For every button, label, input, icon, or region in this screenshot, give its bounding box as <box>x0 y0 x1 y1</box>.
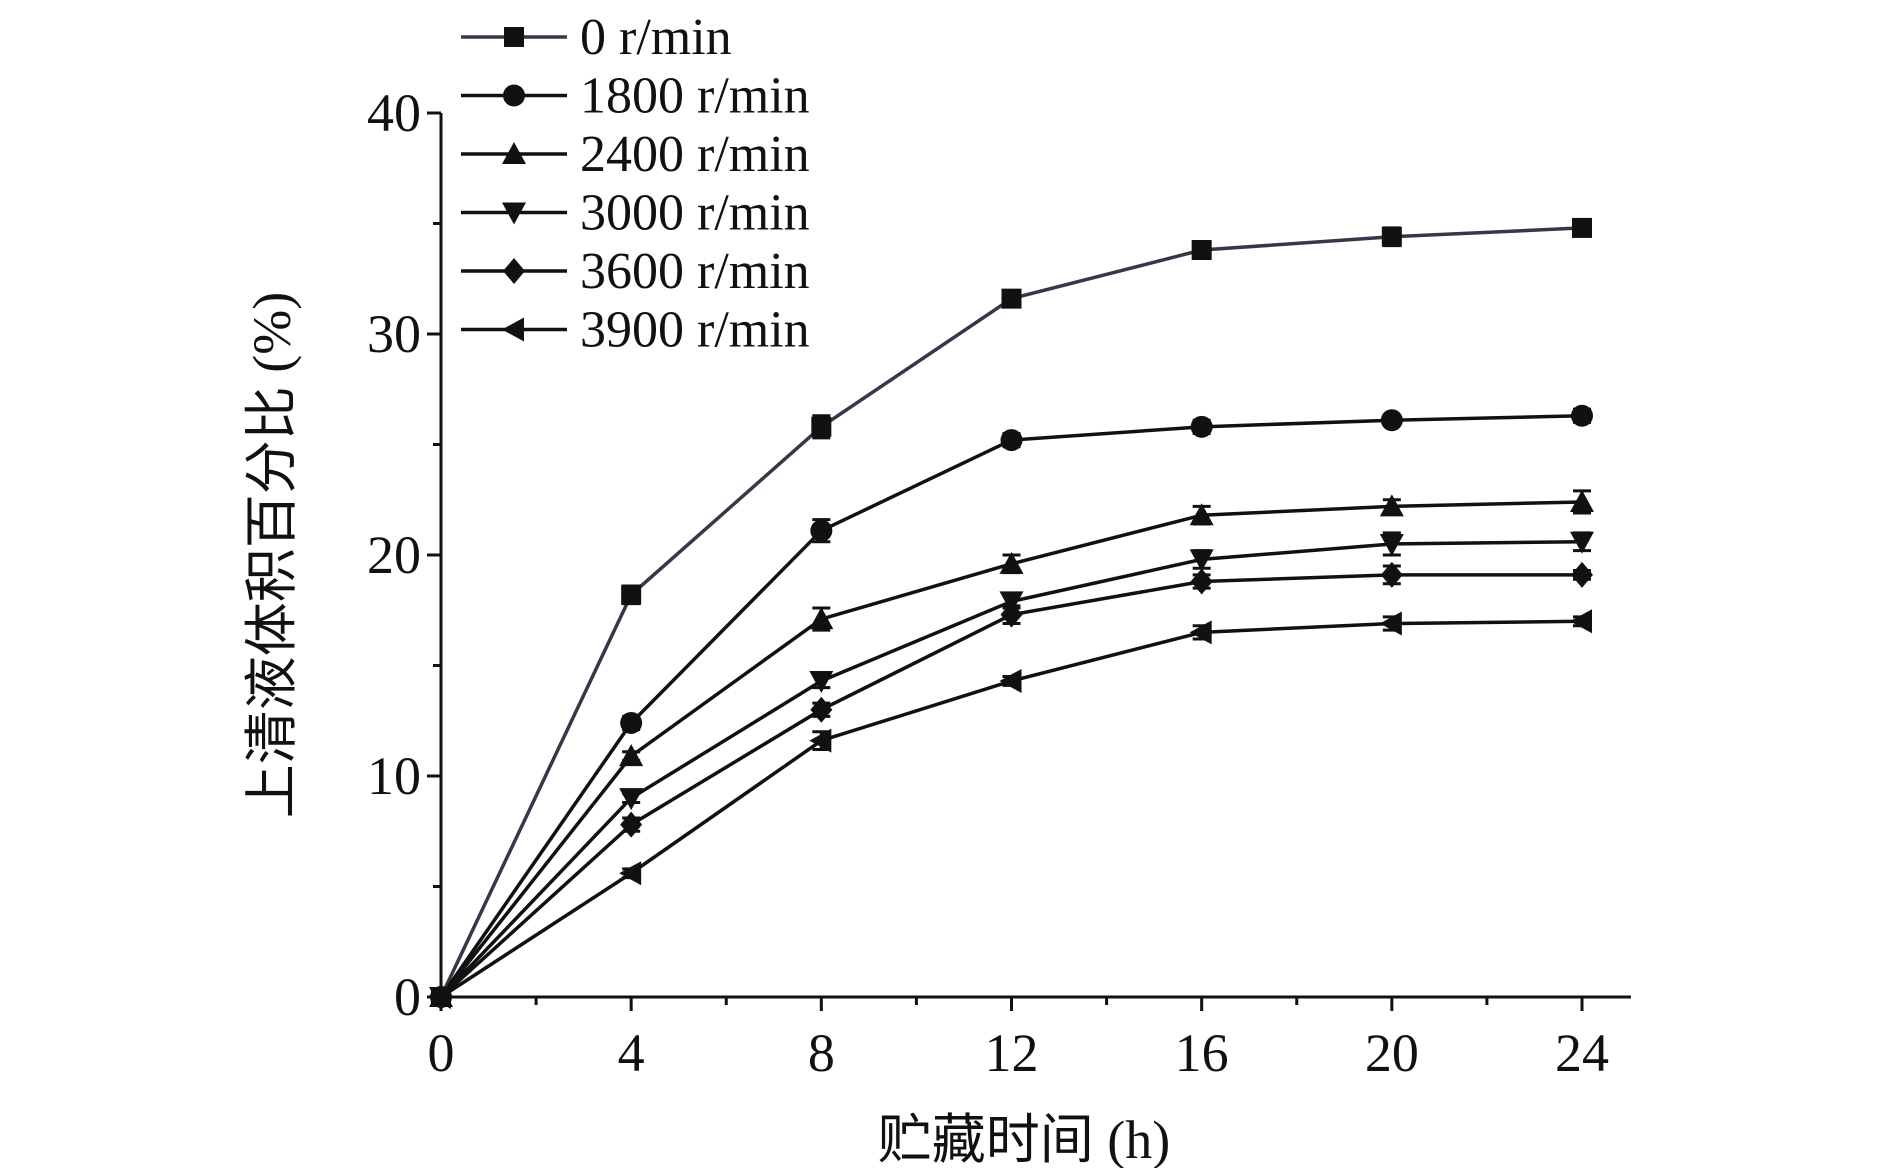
triangle-up-marker <box>999 551 1024 574</box>
diamond-marker <box>810 696 833 723</box>
legend-label: 0 r/min <box>580 9 732 66</box>
circle-marker <box>1000 429 1023 452</box>
diamond-marker <box>1190 568 1213 595</box>
square-marker <box>504 27 524 47</box>
triangle-up-marker <box>502 142 526 164</box>
series-3600-r-min <box>430 561 1593 1010</box>
triangle-down-marker <box>1379 533 1404 556</box>
series-2400-r-min <box>429 489 1594 1007</box>
series-line <box>439 414 1583 998</box>
x-tick-label: 4 <box>618 1023 645 1083</box>
triangle-down-marker <box>619 788 644 811</box>
triangle-up-marker <box>1570 489 1594 512</box>
y-tick-label: 30 <box>367 304 421 364</box>
triangle-left-marker <box>999 668 1022 693</box>
triangle-left-marker <box>502 317 524 342</box>
square-marker <box>1001 288 1022 309</box>
circle-marker <box>1571 404 1593 427</box>
square-marker <box>811 416 832 437</box>
triangle-left-marker <box>809 728 832 753</box>
legend-item: 0 r/min <box>461 9 732 66</box>
legend-item: 2400 r/min <box>461 126 810 183</box>
triangle-left-marker <box>1379 611 1402 636</box>
x-tick-label: 0 <box>428 1023 455 1083</box>
legend-item: 1800 r/min <box>461 68 810 125</box>
triangle-left-marker <box>619 861 642 886</box>
triangle-left-marker <box>1570 609 1592 634</box>
x-tick-label: 20 <box>1365 1023 1419 1083</box>
y-tick-label: 10 <box>367 746 421 806</box>
legend-label: 3000 r/min <box>580 185 810 242</box>
x-tick-label: 16 <box>1175 1023 1229 1083</box>
x-tick-label: 24 <box>1555 1023 1609 1083</box>
series-3900-r-min <box>429 609 1592 1009</box>
x-tick-label: 8 <box>808 1023 835 1083</box>
triangle-left-marker <box>429 985 451 1009</box>
y-tick-label: 20 <box>367 525 421 585</box>
square-marker <box>1381 226 1402 247</box>
legend-label: 3600 r/min <box>580 243 810 300</box>
legend-item: 3000 r/min <box>461 185 810 242</box>
legend-label: 3900 r/min <box>580 302 810 359</box>
square-marker <box>1191 240 1212 261</box>
triangle-down-marker <box>1189 549 1214 572</box>
circle-marker <box>503 84 525 107</box>
legend-label: 2400 r/min <box>580 126 810 183</box>
x-tick-label: 12 <box>985 1023 1039 1083</box>
legend-label: 1800 r/min <box>580 68 810 125</box>
triangle-up-marker <box>1189 503 1214 526</box>
diamond-marker <box>1571 561 1593 588</box>
diamond-marker <box>620 811 643 838</box>
circle-marker <box>1380 409 1403 432</box>
triangle-down-marker <box>809 670 834 693</box>
y-tick-label: 0 <box>394 967 421 1027</box>
diamond-marker <box>1380 561 1403 588</box>
diamond-marker <box>1000 601 1023 628</box>
circle-marker <box>1190 415 1213 438</box>
triangle-up-marker <box>809 607 834 630</box>
x-axis-label: 贮藏时间 (h) <box>878 1110 1170 1168</box>
square-marker <box>1572 217 1592 238</box>
y-tick-label: 40 <box>367 83 421 143</box>
legend-item: 3900 r/min <box>461 302 810 359</box>
y-axis-label: 上清液体积百分比 (%) <box>242 292 302 818</box>
square-marker <box>621 584 642 605</box>
circle-marker <box>810 519 833 542</box>
triangle-down-marker <box>502 202 526 225</box>
triangle-left-marker <box>1189 620 1212 645</box>
triangle-up-marker <box>1379 494 1404 517</box>
legend-item: 3600 r/min <box>461 243 810 300</box>
axes: 0 4 8 12 16 20 24 0 10 20 30 40 <box>367 83 1631 1083</box>
diamond-marker <box>503 258 525 284</box>
series-group <box>429 217 1594 1010</box>
circle-marker <box>620 711 643 734</box>
triangle-down-marker <box>1570 531 1594 554</box>
series-1800-r-min <box>430 404 1593 1008</box>
triangle-up-marker <box>619 744 644 767</box>
